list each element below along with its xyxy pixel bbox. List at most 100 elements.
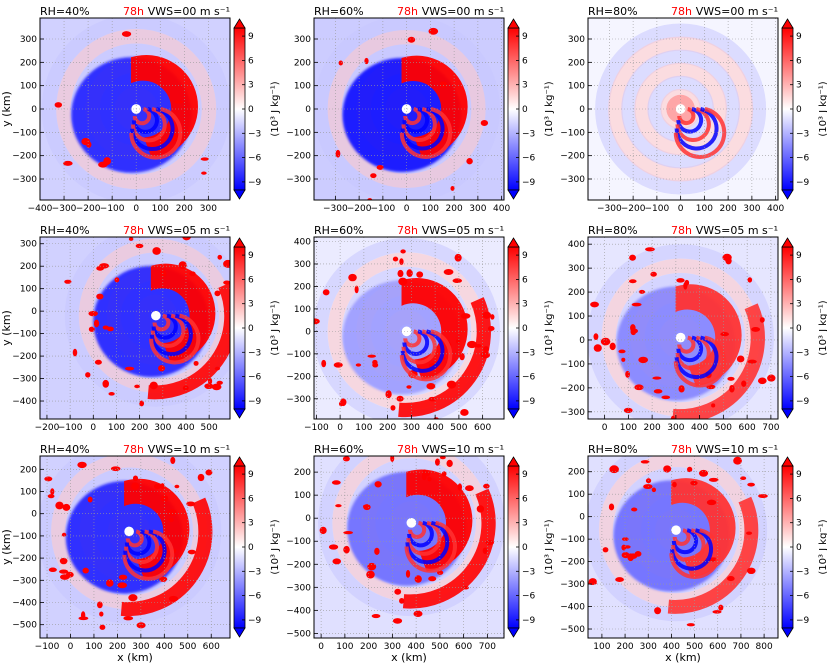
convective-cell [160,483,165,490]
x-tick-label: 100 [620,423,637,433]
y-tick-label: −300 [286,583,311,593]
x-tick-label: 700 [479,642,496,652]
convective-cell [48,567,57,573]
convective-cell [72,348,78,357]
heatmap-field [588,237,778,419]
colorbar-extend-min [507,408,520,419]
convective-cell [608,503,615,511]
convective-cell [186,501,196,507]
x-tick-label: 100 [336,642,353,652]
convective-cell [475,343,482,348]
colorbar-tick-label: −6 [796,154,810,164]
colorbar-tick-label: 3 [522,81,528,91]
convective-cell [485,539,495,546]
outer-rainband [147,282,230,400]
x-tick-label: −400 [28,204,53,214]
convective-cell [729,384,735,393]
convective-cell [670,415,676,419]
convective-cell [149,381,158,390]
x-tick-label: 300 [154,423,171,433]
colorbar-label: (10³ J kg⁻¹) [270,81,281,136]
colorbar-extend-min [233,189,246,200]
colorbar-label: (10³ J kg⁻¹) [544,81,555,136]
inner-swirl [670,528,706,563]
panel-title-rh: RH=80% [588,443,638,456]
x-tick-label: 200 [720,204,737,214]
convective-cell [106,579,114,587]
x-tick-label: 500 [715,423,732,433]
panel-title-time: 78h [671,443,692,456]
colorbar-extend-max [781,18,794,29]
panel-title-time: 78h [671,5,692,18]
convective-cell [452,278,463,284]
colorbar-tick-label: −3 [796,129,809,139]
x-tick-label: 0 [337,423,343,433]
convective-cell [223,259,230,268]
y-tick-label: −100 [560,535,585,545]
convective-cell [426,382,436,390]
convective-cell [621,551,630,559]
convective-cell [621,357,626,362]
convective-cell [625,370,630,378]
convective-cell [482,311,492,319]
convective-cell [363,504,371,511]
colorbar-tick-label: −6 [248,373,262,383]
convective-cell [158,365,166,372]
outer-ring [64,237,230,407]
convective-cell [631,302,642,307]
convective-cell [428,27,439,35]
colorbar-tick-label: 3 [796,300,802,310]
y-tick-label: −300 [12,576,37,586]
x-tick-label: 200 [360,642,377,652]
x-axis-label: x (km) [117,651,153,664]
vortex-eye [406,517,417,528]
inner-swirl [403,329,422,348]
colorbar-tick-label: 9 [248,251,254,261]
convective-cell [483,483,490,489]
convective-cell [201,171,207,175]
panel-0: −400 −300 −200 −100 0 100 200 3003002001000−100… [0,5,281,214]
convective-cell [747,482,755,487]
panel-title-time: 78h [397,5,418,18]
colorbar-tick-label: 0 [522,105,528,115]
convective-cell [99,611,104,617]
convective-cell [624,545,631,549]
colorbar-tick-label: 9 [248,32,254,42]
convective-cell [392,618,403,624]
outer-rainband [120,497,213,617]
panel-title-rh: RH=40% [40,224,90,237]
convective-cell [59,569,69,574]
inner-swirl [675,107,711,142]
convective-cell [398,277,408,286]
colorbar: 9 6 3 0 −3 −6 −9 (10³ J kg⁻¹) [233,237,281,419]
convective-cell [328,544,339,550]
convective-cell [467,340,477,349]
panel-title-time: 78h [123,5,144,18]
x-tick-label: −300 [597,204,622,214]
convective-cell [712,610,722,614]
convective-cell [439,81,448,88]
convective-cell [428,576,437,582]
convective-cell [628,279,637,284]
convective-cell [159,576,168,582]
x-tick-label: 300 [384,642,401,652]
y-tick-label: 300 [294,260,311,270]
convective-cell [211,383,222,391]
convective-cell [182,385,189,391]
convective-cell [152,247,161,255]
convective-cell [110,466,121,472]
convective-cell [374,481,382,488]
convective-cell [123,615,134,621]
inner-swirl [132,107,152,126]
x-tick-label: 400 [493,204,510,214]
convective-cell [593,344,602,352]
y-tick-label: −500 [286,629,311,639]
y-tick-label: 200 [568,288,585,298]
inner-swirl [677,335,696,354]
colorbar-tick-label: 6 [522,494,528,504]
colorbar-tick-label: −6 [796,592,810,602]
x-tick-label: 300 [132,642,149,652]
convective-cell [759,317,765,323]
inner-swirl [400,107,445,151]
convective-cell [87,496,93,503]
